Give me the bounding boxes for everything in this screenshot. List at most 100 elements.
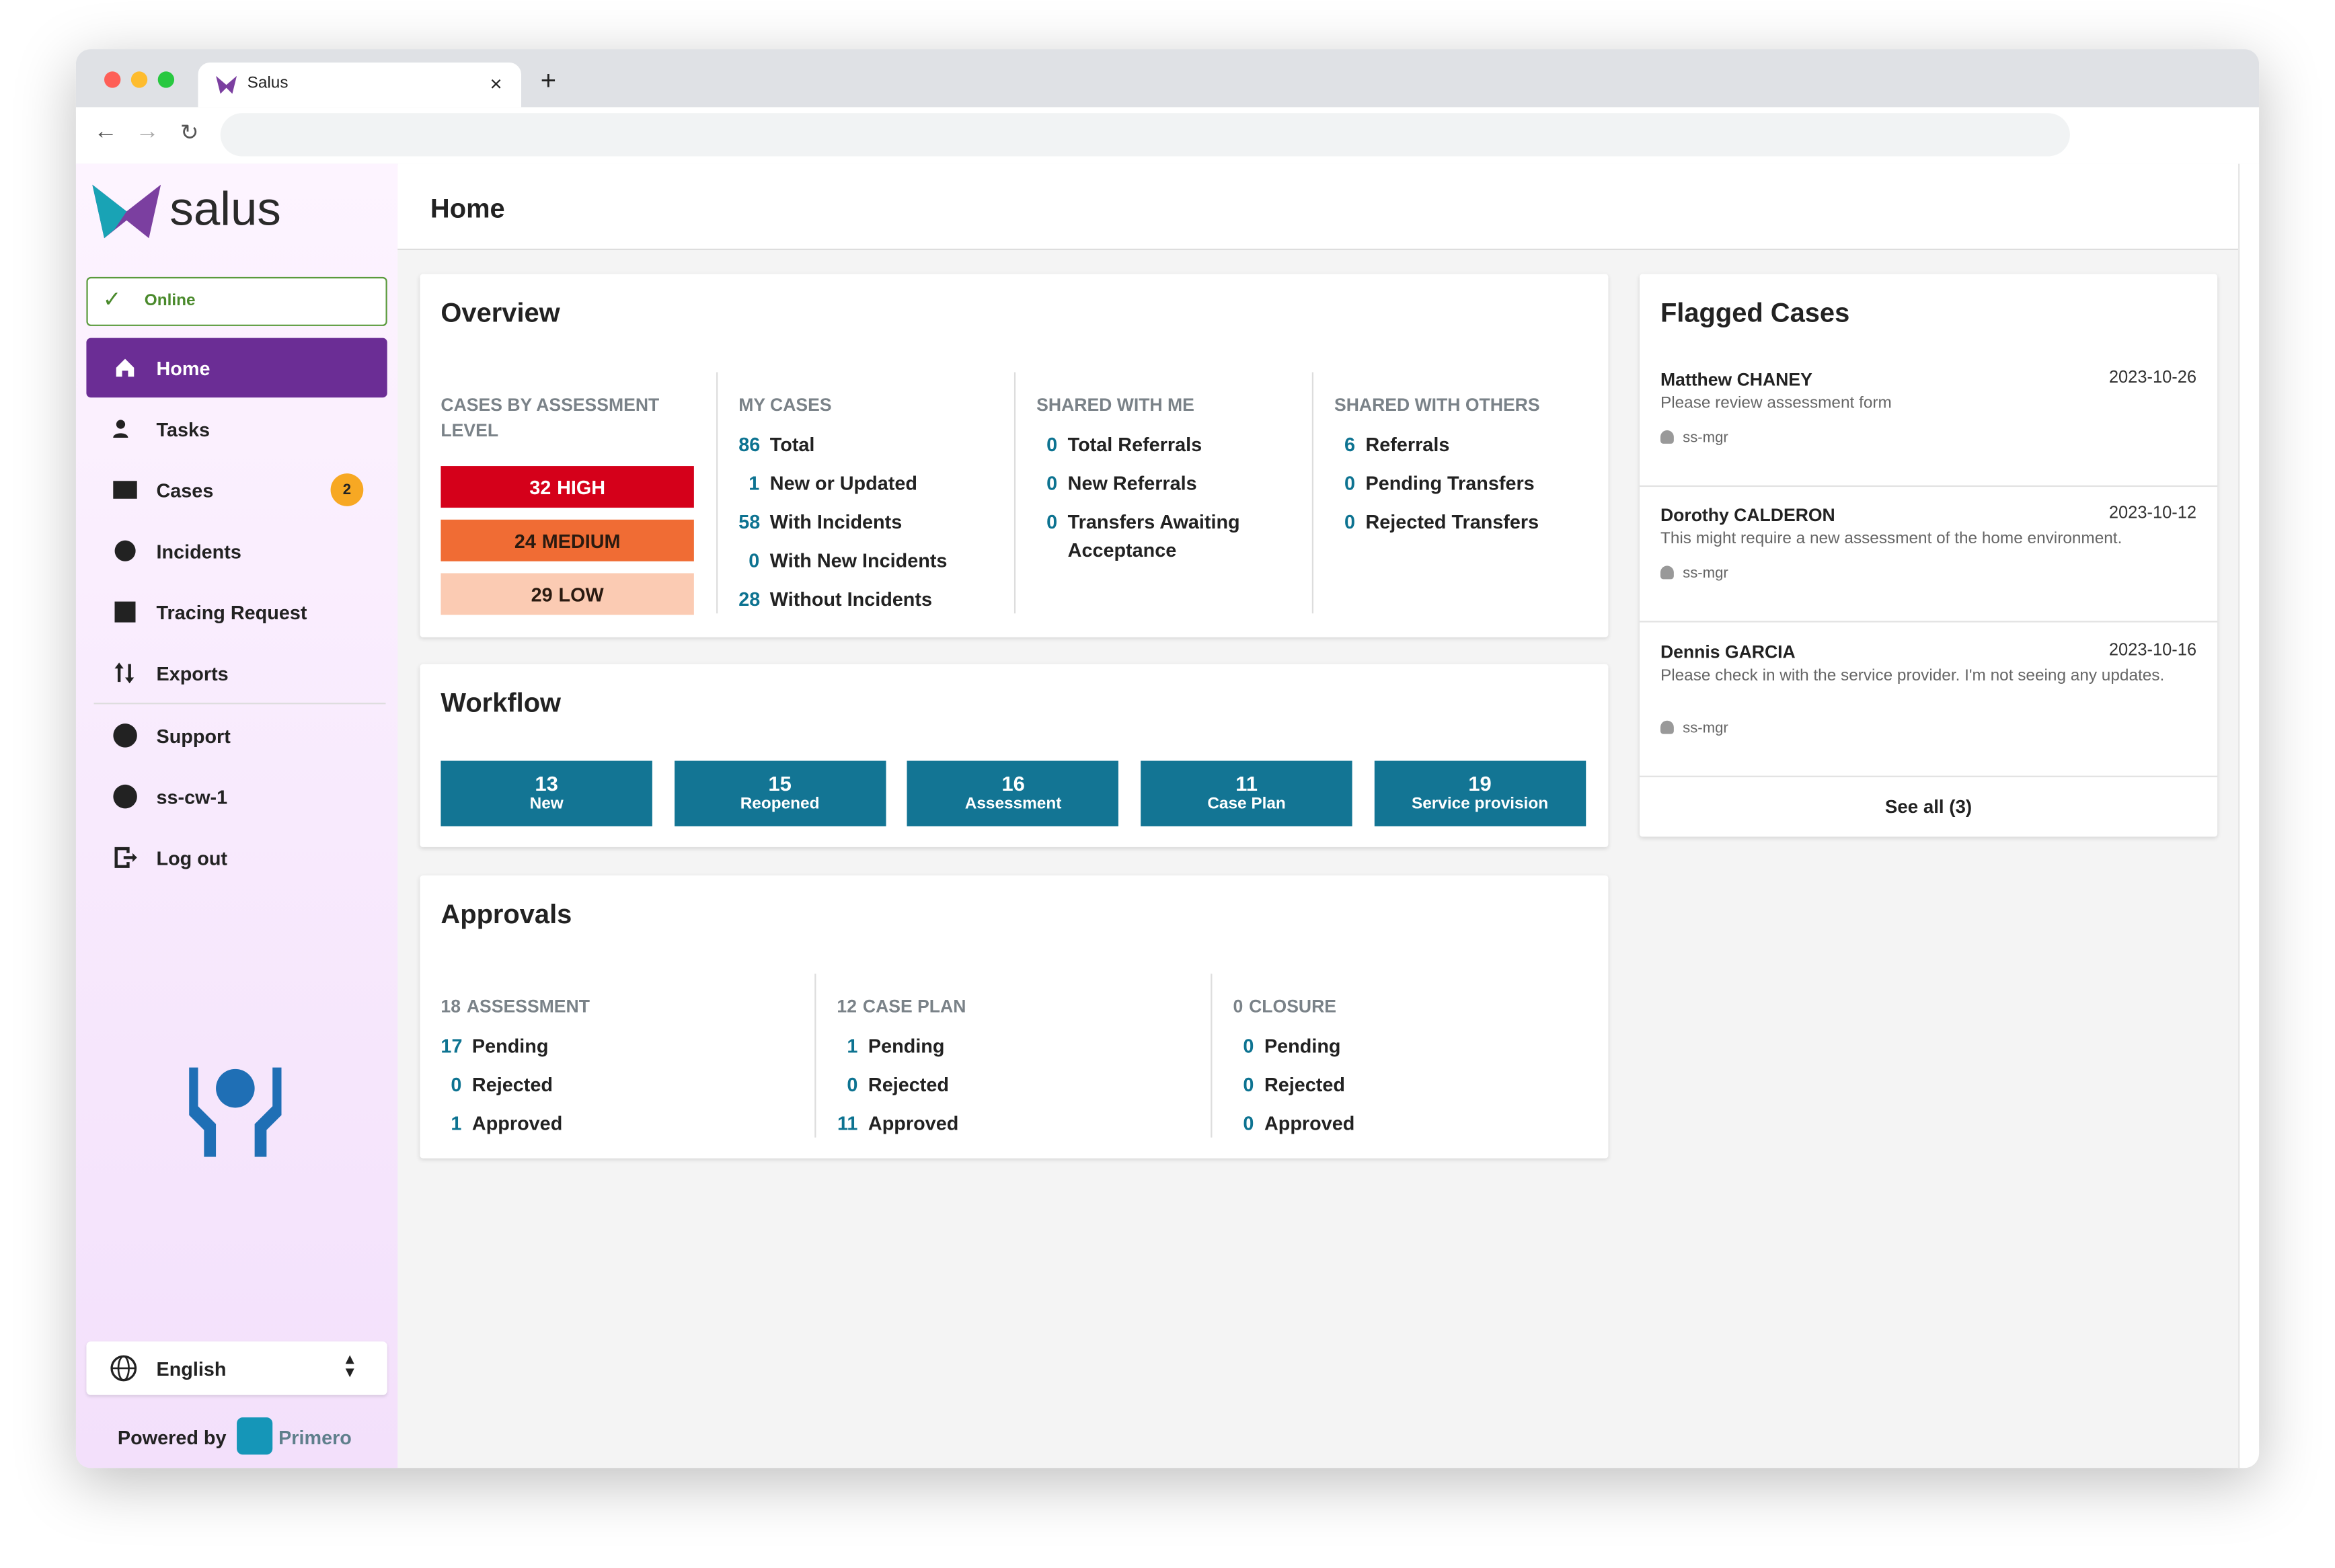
column-heading: CASES BY ASSESSMENT LEVEL — [441, 394, 660, 441]
stat-count: 6 — [1344, 433, 1356, 456]
nav-item[interactable]: Cases 2 — [86, 460, 387, 520]
nav-item[interactable]: ss-cw-1 — [86, 767, 387, 826]
heading-label: ASSESSMENT — [466, 996, 590, 1017]
card-title: Workflow — [441, 688, 562, 718]
tile-count: 13 — [535, 771, 558, 795]
stat-row[interactable]: 0 Rejected — [441, 1070, 553, 1099]
case-note: Please check in with the service provide… — [1660, 667, 2165, 685]
nav-icon — [113, 481, 137, 499]
heading-count: 0 — [1233, 996, 1243, 1017]
column-heading: 12 CASE PLAN — [837, 994, 966, 1020]
nav-label: Home — [156, 356, 210, 379]
language-select[interactable]: English ▲ ▼ — [86, 1341, 387, 1395]
nav-item[interactable]: Exports — [86, 643, 387, 703]
workflow-card: Workflow 13 New 15 Reopened 16 Assessment 11 Ca… — [420, 664, 1609, 847]
reload[interactable]: ↻ — [180, 120, 199, 147]
stat-row[interactable]: 86 Total — [738, 430, 999, 459]
flagged-item[interactable]: Dorothy CALDERON 2023-10-12 This might req… — [1640, 493, 2217, 612]
user-icon — [1660, 565, 1674, 580]
language: English — [156, 1358, 227, 1380]
new-tab[interactable]: + — [540, 65, 557, 95]
case-user: ss-mgr — [1660, 565, 1728, 582]
level-count: 29 — [531, 582, 553, 606]
stat-row[interactable]: 1 New or Updated — [738, 469, 999, 498]
tile-count: 11 — [1235, 771, 1258, 795]
stat-label: Rejected — [471, 1073, 553, 1096]
flagged-item[interactable]: Matthew CHANEY 2023-10-26 Please review as… — [1640, 357, 2217, 476]
stat-label: Rejected — [1264, 1073, 1345, 1096]
stat-label: Pending — [1264, 1034, 1341, 1058]
address-bar[interactable] — [220, 113, 2070, 157]
column-heading: 18 ASSESSMENT — [441, 994, 590, 1020]
card-title: Approvals — [441, 899, 572, 929]
stat-row[interactable]: 17 Pending — [441, 1032, 548, 1060]
nav-divider — [93, 703, 386, 705]
stat-row[interactable]: 6 Referrals — [1334, 430, 1595, 459]
stat-label: Pending — [471, 1034, 549, 1058]
item-divider — [1639, 621, 2218, 623]
level-bar[interactable]: 32 HIGH — [441, 466, 694, 508]
tile-label: Service provision — [1412, 795, 1549, 814]
stat-row[interactable]: 58 With Incidents — [738, 508, 999, 536]
case-date: 2023-10-12 — [2108, 504, 2197, 523]
level-label: MEDIUM — [541, 529, 621, 552]
stat-row[interactable]: 28 Without Incidents — [738, 585, 999, 613]
column-divider — [1211, 974, 1213, 1138]
tab-bar: Salus × + — [75, 49, 2260, 108]
stat-row[interactable]: 0 Rejected Transfers — [1334, 508, 1595, 536]
stat-row[interactable]: 0 New Referrals — [1036, 469, 1297, 498]
forward[interactable]: → — [135, 119, 159, 145]
see-all[interactable]: See all (3) — [1884, 796, 1973, 818]
level-bar[interactable]: 29 LOW — [441, 573, 694, 615]
back[interactable]: ← — [93, 119, 118, 145]
stat-label: Rejected — [868, 1073, 949, 1096]
heading-count: 18 — [441, 996, 461, 1017]
stat-label: Total Referrals — [1067, 433, 1202, 456]
workflow-tile[interactable]: 19 Service provision — [1374, 760, 1586, 826]
stat-row[interactable]: 0 With New Incidents — [738, 547, 999, 575]
stat-row[interactable]: 0 Pending — [1233, 1032, 1340, 1060]
case-date: 2023-10-16 — [2108, 641, 2197, 660]
flagged-item[interactable]: Dennis GARCIA 2023-10-16 Please check in w… — [1640, 630, 2217, 770]
powered-by: Powered by — [117, 1426, 227, 1449]
user-name: ss-mgr — [1683, 720, 1728, 738]
nav-item[interactable]: Log out — [86, 828, 387, 888]
stat-count: 0 — [1243, 1112, 1254, 1135]
nav-label: ss-cw-1 — [156, 785, 228, 808]
browser-window: Salus × + ← → ↻ salus ✓ Online English ▲… — [75, 49, 2260, 1468]
card-title: Flagged Cases — [1660, 297, 1850, 328]
stat-row[interactable]: 0 Approved — [1233, 1109, 1354, 1138]
stat-count: 17 — [441, 1034, 463, 1058]
stat-label: New or Updated — [769, 471, 917, 495]
nav-label: Log out — [156, 846, 228, 869]
stat-row[interactable]: 11 Approved — [837, 1109, 958, 1138]
stat-row[interactable]: 0 Total Referrals — [1036, 430, 1297, 459]
level-count: 24 — [514, 529, 536, 552]
max-dot — [157, 71, 175, 88]
stat-label: With Incidents — [769, 510, 903, 533]
tab-close[interactable]: × — [490, 71, 502, 95]
stat-label: Without Incidents — [769, 588, 933, 611]
workflow-tile[interactable]: 15 Reopened — [674, 760, 886, 826]
stat-row[interactable]: 1 Approved — [441, 1109, 562, 1138]
nav-item[interactable]: Support — [86, 706, 387, 766]
level-bar[interactable]: 24 MEDIUM — [441, 519, 694, 561]
tab[interactable]: Salus × — [198, 63, 522, 108]
stat-row[interactable]: 0 Transfers Awaiting Acceptance — [1036, 508, 1297, 564]
nav-item[interactable]: Home — [86, 338, 387, 398]
hands-illustration — [189, 1067, 282, 1157]
stat-count: 58 — [738, 510, 761, 533]
nav-item[interactable]: Incidents — [86, 521, 387, 581]
stat-row[interactable]: 0 Rejected — [837, 1070, 949, 1099]
workflow-tile[interactable]: 13 New — [441, 760, 652, 826]
nav-item[interactable]: Tracing Request — [86, 582, 387, 642]
globe-icon — [110, 1355, 137, 1382]
stat-row[interactable]: 1 Pending — [837, 1032, 944, 1060]
workflow-tile[interactable]: 16 Assessment — [907, 760, 1119, 826]
workflow-tile[interactable]: 11 Case Plan — [1141, 760, 1352, 826]
stat-row[interactable]: 0 Rejected — [1233, 1070, 1345, 1099]
stat-row[interactable]: 0 Pending Transfers — [1334, 469, 1595, 498]
status: ✓ Online — [86, 276, 387, 326]
nav-item[interactable]: Tasks — [86, 399, 387, 459]
